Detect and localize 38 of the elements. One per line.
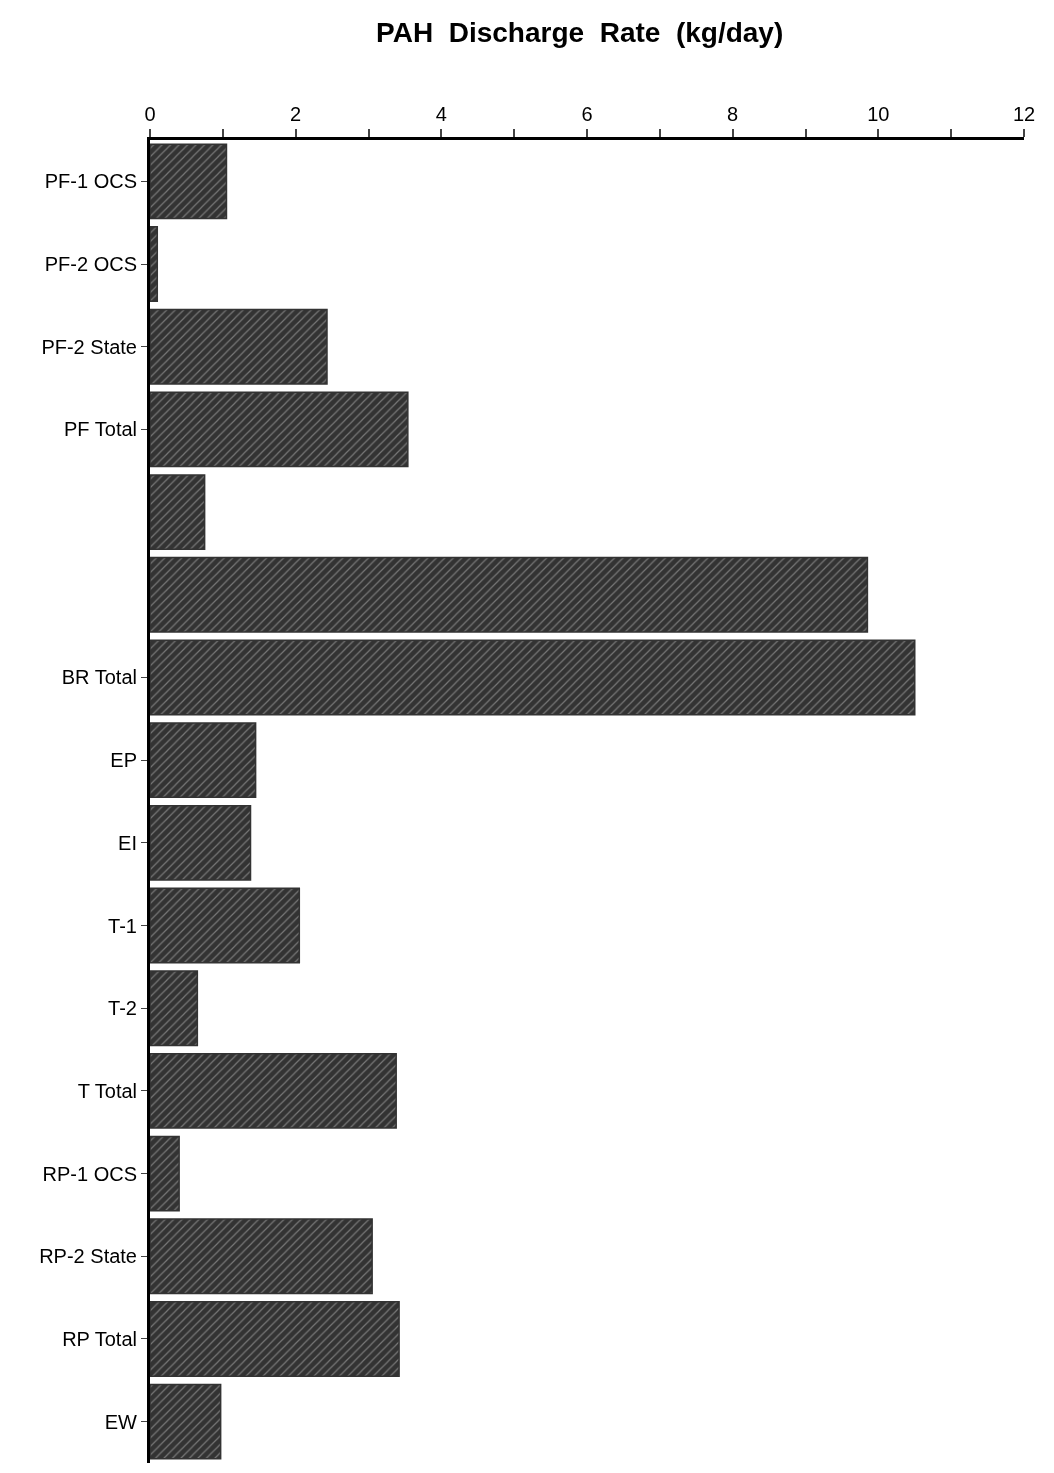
x-tick-label: 12 (1012, 103, 1036, 125)
x-tick-label: 2 (290, 103, 302, 125)
y-tick-label: T Total (77, 1079, 137, 1102)
x-tick-label: 8 (727, 103, 739, 125)
bar (150, 391, 409, 468)
y-tick-label: T-1 (108, 914, 137, 937)
y-tick-label: RP-1 OCS (42, 1162, 137, 1185)
x-tick-label: 0 (144, 103, 156, 125)
y-tick-label: EP (110, 749, 137, 772)
bar (150, 1218, 373, 1295)
y-tick-label: BR Total (61, 666, 137, 689)
y-tick-label: PF-2 OCS (44, 253, 137, 276)
chart-title: PAH Discharge Rate (kg/day) (376, 16, 784, 48)
y-tick-label: T-2 (108, 997, 137, 1020)
bar (150, 308, 328, 385)
bar (150, 722, 257, 799)
y-tick-label: PF-1 OCS (44, 170, 137, 193)
y-tick-label: EW (104, 1410, 138, 1433)
bar (150, 887, 301, 964)
x-tick-label: 4 (435, 103, 447, 125)
bar (150, 1135, 180, 1212)
bar (150, 639, 916, 716)
bar (150, 556, 869, 633)
x-tick-label: 10 (867, 103, 890, 125)
bar (150, 143, 228, 220)
x-tick-label: 6 (581, 103, 593, 125)
y-tick-label: RP Total (62, 1327, 137, 1350)
bar (150, 1383, 222, 1460)
y-tick-label: PF Total (64, 418, 137, 441)
bar (150, 226, 159, 302)
bar (150, 1301, 400, 1377)
bar (150, 1052, 397, 1129)
bar (150, 970, 199, 1047)
y-tick-label: PF-2 State (41, 335, 137, 358)
bar (150, 474, 206, 551)
y-tick-label: RP-2 State (39, 1245, 137, 1268)
bar (150, 804, 252, 881)
y-tick-label: EI (118, 831, 137, 854)
